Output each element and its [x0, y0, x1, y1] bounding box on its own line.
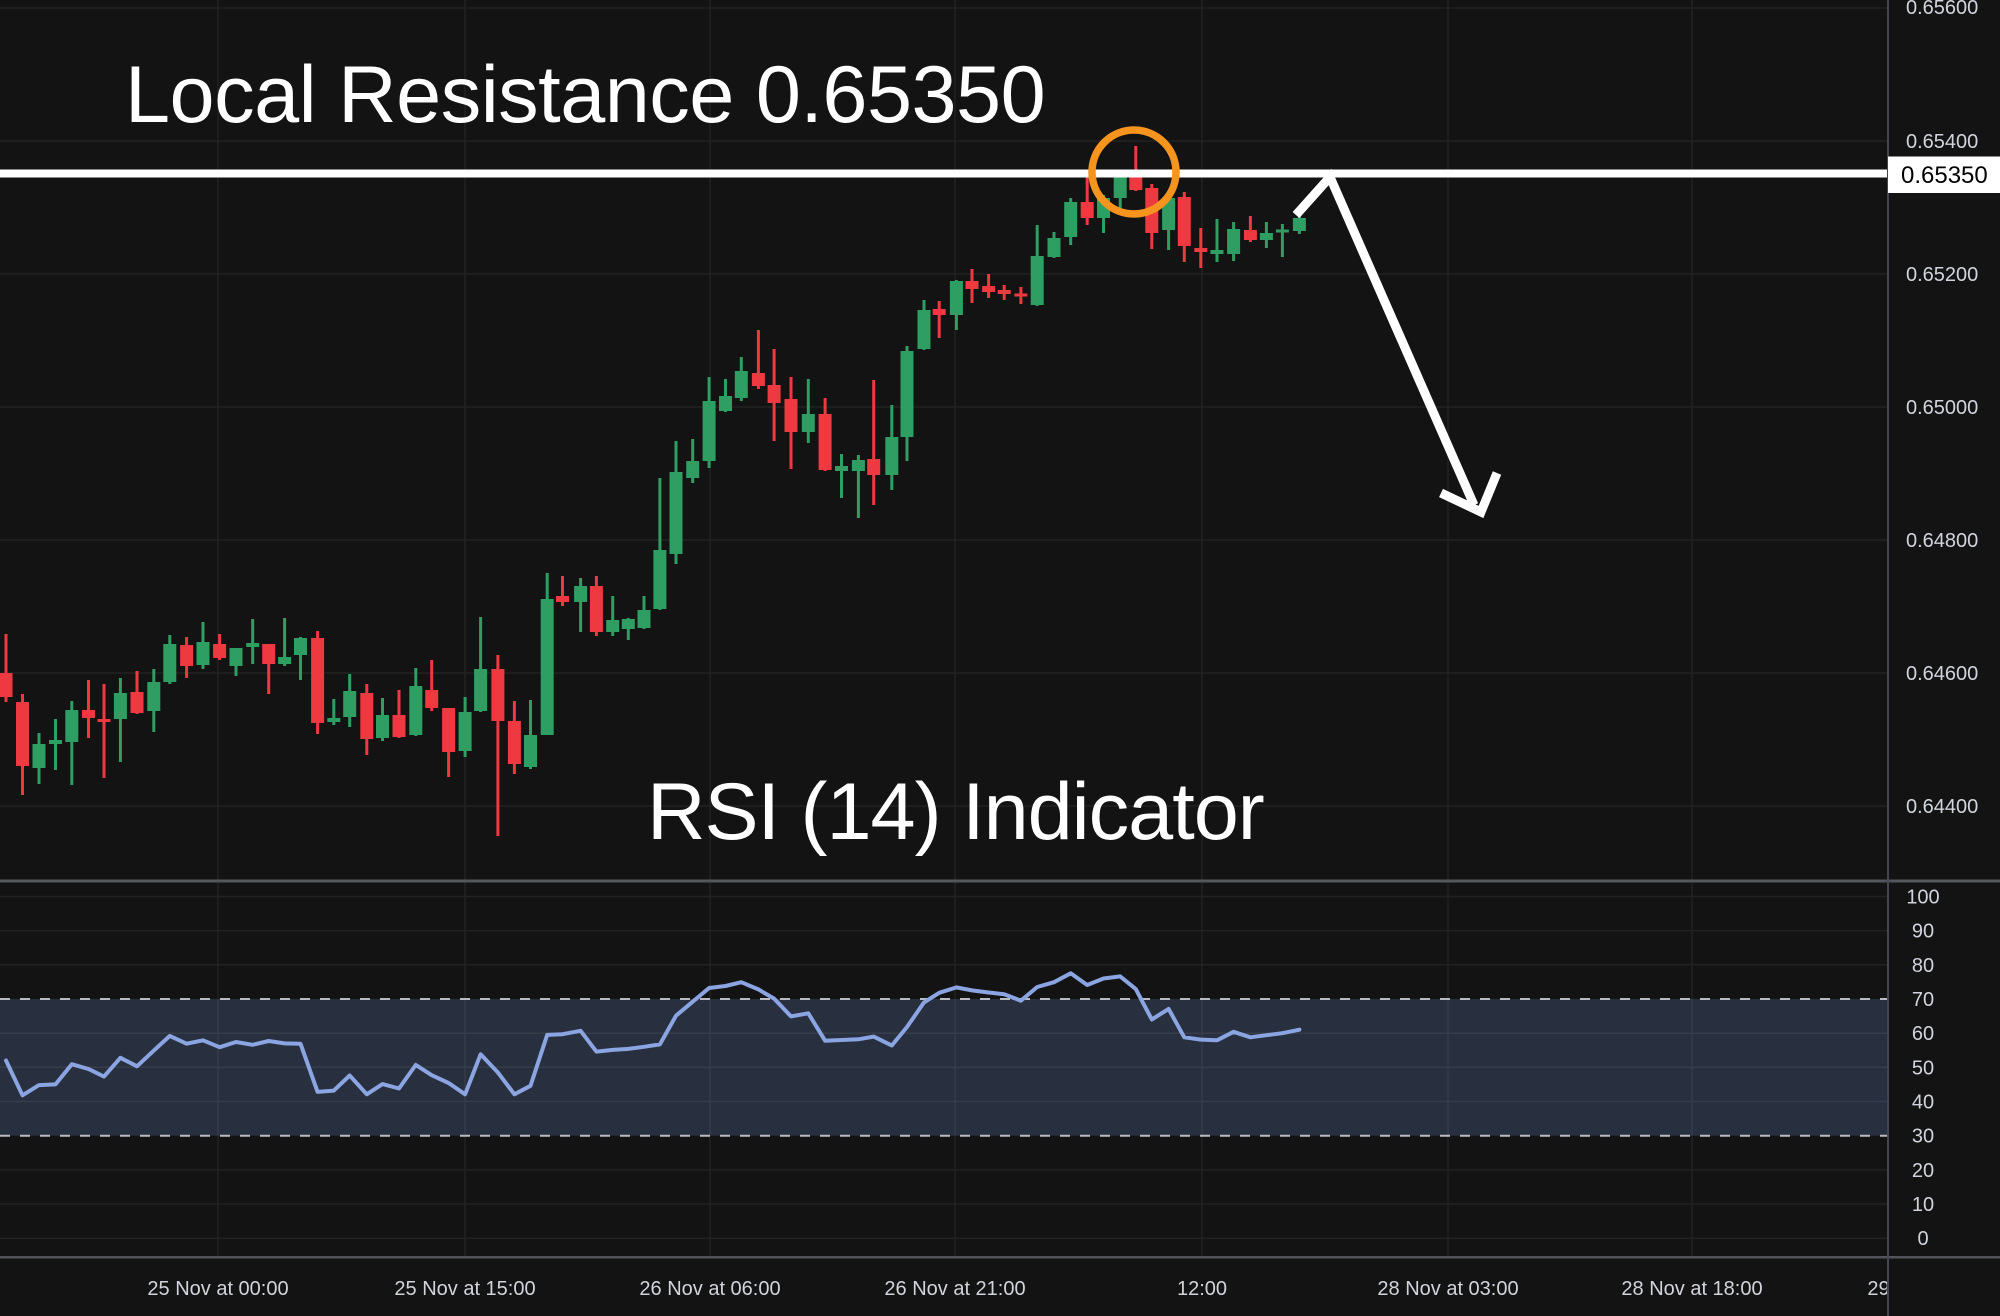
svg-text:26 Nov at 21:00: 26 Nov at 21:00: [884, 1278, 1025, 1300]
svg-text:0.65200: 0.65200: [1906, 264, 1978, 286]
svg-text:12:00: 12:00: [1177, 1278, 1227, 1300]
svg-text:0.64400: 0.64400: [1906, 796, 1978, 818]
svg-text:0: 0: [1917, 1228, 1928, 1250]
svg-text:25 Nov at 15:00: 25 Nov at 15:00: [394, 1278, 535, 1300]
svg-text:29 Nov at 09:00: 29 Nov at 09:00: [1867, 1278, 2000, 1300]
svg-text:0.65400: 0.65400: [1906, 131, 1978, 153]
svg-text:0.64800: 0.64800: [1906, 530, 1978, 552]
svg-text:10: 10: [1912, 1194, 1934, 1216]
svg-text:50: 50: [1912, 1057, 1934, 1079]
svg-text:Local Resistance 0.65350: Local Resistance 0.65350: [125, 50, 1045, 140]
svg-text:0.65600: 0.65600: [1906, 0, 1978, 19]
svg-text:0.64600: 0.64600: [1906, 663, 1978, 685]
svg-text:80: 80: [1912, 955, 1934, 977]
svg-text:60: 60: [1912, 1023, 1934, 1045]
svg-text:RSI (14) Indicator: RSI (14) Indicator: [647, 767, 1264, 857]
svg-text:70: 70: [1912, 989, 1934, 1011]
svg-text:25 Nov at 00:00: 25 Nov at 00:00: [147, 1278, 288, 1300]
svg-text:26 Nov at 06:00: 26 Nov at 06:00: [639, 1278, 780, 1300]
svg-text:20: 20: [1912, 1160, 1934, 1182]
svg-text:40: 40: [1912, 1092, 1934, 1114]
svg-text:0.65350: 0.65350: [1901, 162, 1988, 189]
svg-text:100: 100: [1906, 887, 1939, 909]
svg-text:90: 90: [1912, 921, 1934, 943]
svg-text:28 Nov at 18:00: 28 Nov at 18:00: [1621, 1278, 1762, 1300]
svg-text:0.65000: 0.65000: [1906, 397, 1978, 419]
svg-text:28 Nov at 03:00: 28 Nov at 03:00: [1377, 1278, 1518, 1300]
svg-text:30: 30: [1912, 1126, 1934, 1148]
